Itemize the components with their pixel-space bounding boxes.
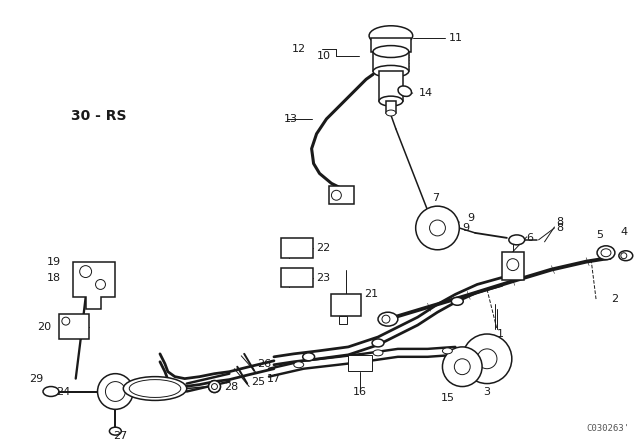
- Text: 17: 17: [267, 374, 281, 383]
- Text: 13: 13: [284, 114, 298, 124]
- Text: 22: 22: [317, 243, 331, 253]
- Text: 15: 15: [440, 393, 454, 404]
- Bar: [371, 38, 411, 52]
- Ellipse shape: [124, 377, 187, 401]
- Text: 26: 26: [257, 359, 271, 369]
- Ellipse shape: [601, 249, 611, 257]
- Ellipse shape: [619, 251, 633, 261]
- Circle shape: [442, 347, 482, 387]
- Circle shape: [211, 383, 218, 389]
- Bar: [373, 52, 409, 71]
- Text: 3: 3: [484, 387, 490, 396]
- Bar: [386, 101, 396, 113]
- Ellipse shape: [373, 46, 409, 57]
- Circle shape: [95, 280, 106, 289]
- Ellipse shape: [303, 353, 315, 361]
- Text: 10: 10: [317, 52, 331, 61]
- Circle shape: [382, 315, 390, 323]
- Circle shape: [106, 382, 125, 401]
- Text: 4: 4: [621, 227, 628, 237]
- Text: 21: 21: [364, 289, 378, 299]
- Text: 12: 12: [292, 43, 306, 54]
- Text: C030263': C030263': [586, 424, 629, 433]
- Text: 19: 19: [47, 257, 61, 267]
- Ellipse shape: [379, 96, 403, 106]
- Ellipse shape: [398, 86, 412, 96]
- Circle shape: [97, 374, 133, 409]
- Text: 8: 8: [556, 217, 564, 227]
- Bar: [379, 71, 403, 101]
- Ellipse shape: [43, 387, 59, 396]
- Text: 25: 25: [251, 377, 265, 387]
- Circle shape: [477, 349, 497, 369]
- Text: 29: 29: [29, 374, 43, 383]
- Text: 9: 9: [462, 223, 469, 233]
- Ellipse shape: [597, 246, 615, 260]
- Text: 8: 8: [556, 223, 564, 233]
- Text: 27: 27: [113, 431, 127, 441]
- Circle shape: [416, 206, 460, 250]
- Circle shape: [80, 266, 92, 277]
- Text: 1: 1: [497, 329, 504, 339]
- Ellipse shape: [451, 297, 463, 305]
- Ellipse shape: [509, 235, 525, 245]
- Bar: [281, 267, 312, 288]
- Text: 20: 20: [37, 322, 51, 332]
- Text: 18: 18: [47, 272, 61, 283]
- Circle shape: [507, 258, 519, 271]
- Text: 2: 2: [611, 294, 618, 304]
- Ellipse shape: [373, 350, 383, 356]
- Ellipse shape: [373, 65, 409, 78]
- Bar: [502, 252, 524, 280]
- Text: 7: 7: [433, 193, 440, 203]
- Circle shape: [209, 381, 220, 392]
- Ellipse shape: [129, 379, 180, 397]
- Bar: [339, 316, 348, 324]
- Bar: [330, 186, 354, 204]
- Ellipse shape: [372, 339, 384, 347]
- Ellipse shape: [386, 110, 396, 116]
- Text: 28: 28: [225, 382, 239, 392]
- Circle shape: [621, 253, 627, 258]
- Bar: [281, 238, 312, 258]
- Circle shape: [462, 334, 512, 383]
- Text: 6: 6: [527, 233, 534, 243]
- Text: 11: 11: [449, 33, 462, 43]
- Circle shape: [429, 220, 445, 236]
- Bar: [59, 314, 88, 339]
- Ellipse shape: [442, 348, 452, 354]
- Polygon shape: [73, 262, 115, 309]
- Text: 16: 16: [353, 387, 367, 396]
- Bar: [332, 294, 361, 316]
- Ellipse shape: [109, 427, 122, 435]
- Ellipse shape: [369, 26, 413, 46]
- Text: 5: 5: [596, 230, 603, 240]
- Ellipse shape: [378, 312, 398, 326]
- Ellipse shape: [294, 362, 304, 368]
- Text: 14: 14: [419, 88, 433, 98]
- Text: 23: 23: [317, 272, 331, 283]
- Bar: [348, 355, 372, 370]
- Circle shape: [209, 381, 220, 392]
- Text: 9: 9: [467, 213, 474, 223]
- Circle shape: [62, 317, 70, 325]
- Text: 30 - RS: 30 - RS: [71, 109, 126, 123]
- Circle shape: [454, 359, 470, 375]
- Text: 24: 24: [56, 387, 70, 396]
- Circle shape: [332, 190, 341, 200]
